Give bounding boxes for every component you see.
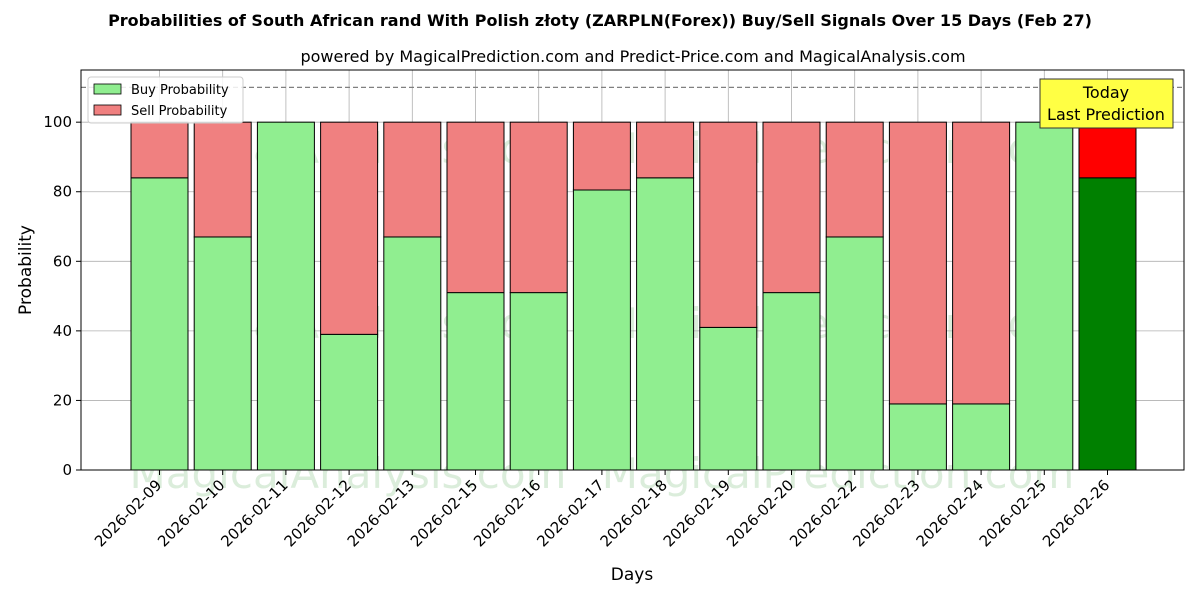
bar-sell-2026-02-12 — [320, 121, 379, 335]
y-tick-label: 80 — [53, 183, 72, 201]
bar-sell-2026-02-24 — [952, 121, 1011, 405]
bar-buy-2026-02-26 — [1078, 177, 1137, 471]
bar-sell-2026-02-19 — [699, 121, 758, 328]
today-annotation: Today Last Prediction — [1039, 78, 1174, 129]
y-tick-label: 20 — [53, 391, 72, 409]
y-tick-label: 0 — [62, 461, 72, 479]
y-tick-label: 60 — [53, 252, 72, 270]
bars — [130, 121, 1137, 471]
legend-box — [87, 76, 244, 124]
legend-label-sell: Sell Probability — [131, 104, 228, 119]
annotation-line-today: Today — [1082, 83, 1129, 102]
annotation-line-last-prediction: Last Prediction — [1047, 105, 1165, 124]
bar-buy-2026-02-09 — [130, 177, 189, 471]
bar-sell-2026-02-20 — [762, 121, 821, 294]
bar-buy-2026-02-17 — [572, 189, 631, 471]
bar-buy-2026-02-23 — [888, 403, 947, 471]
bar-buy-2026-02-19 — [699, 326, 758, 471]
bar-buy-2026-02-25 — [1015, 121, 1074, 471]
bar-sell-2026-02-13 — [383, 121, 442, 238]
annotation-box — [1039, 78, 1174, 129]
bar-sell-2026-02-26 — [1078, 121, 1137, 179]
legend-swatch-buy — [93, 83, 122, 95]
bar-buy-2026-02-22 — [825, 236, 884, 471]
bar-sell-2026-02-09 — [130, 121, 189, 179]
y-axis-label: Probability — [16, 225, 36, 315]
x-tick-label: 2026-02-09 — [91, 476, 165, 550]
bar-sell-2026-02-10 — [193, 121, 252, 238]
legend: Buy Probability Sell Probability — [87, 76, 244, 124]
bar-buy-2026-02-10 — [193, 236, 252, 471]
chart-title: Probabilities of South African rand With… — [108, 11, 1092, 30]
legend-label-buy: Buy Probability — [131, 83, 229, 98]
x-axis-label: Days — [611, 565, 654, 585]
y-axis-ticks: 0 20 40 60 80 100 — [43, 113, 81, 479]
bar-sell-2026-02-22 — [825, 121, 884, 238]
plot-frame — [80, 69, 1185, 471]
bar-buy-2026-02-13 — [383, 236, 442, 471]
bar-buy-2026-02-11 — [256, 121, 315, 471]
bar-buy-2026-02-15 — [446, 292, 505, 471]
bar-sell-2026-02-17 — [572, 121, 631, 191]
bar-sell-2026-02-15 — [446, 121, 505, 294]
bar-buy-2026-02-18 — [636, 177, 695, 471]
bar-sell-2026-02-16 — [509, 121, 568, 294]
bar-sell-2026-02-18 — [636, 121, 695, 179]
chart-subtitle: powered by MagicalPrediction.com and Pre… — [300, 47, 965, 66]
bar-buy-2026-02-12 — [320, 333, 379, 471]
bar-buy-2026-02-20 — [762, 292, 821, 471]
legend-swatch-sell — [93, 104, 122, 116]
bar-sell-2026-02-23 — [888, 121, 947, 405]
y-tick-label: 100 — [43, 113, 72, 131]
bar-buy-2026-02-16 — [509, 292, 568, 471]
y-tick-label: 40 — [53, 322, 72, 340]
bar-buy-2026-02-24 — [952, 403, 1011, 471]
